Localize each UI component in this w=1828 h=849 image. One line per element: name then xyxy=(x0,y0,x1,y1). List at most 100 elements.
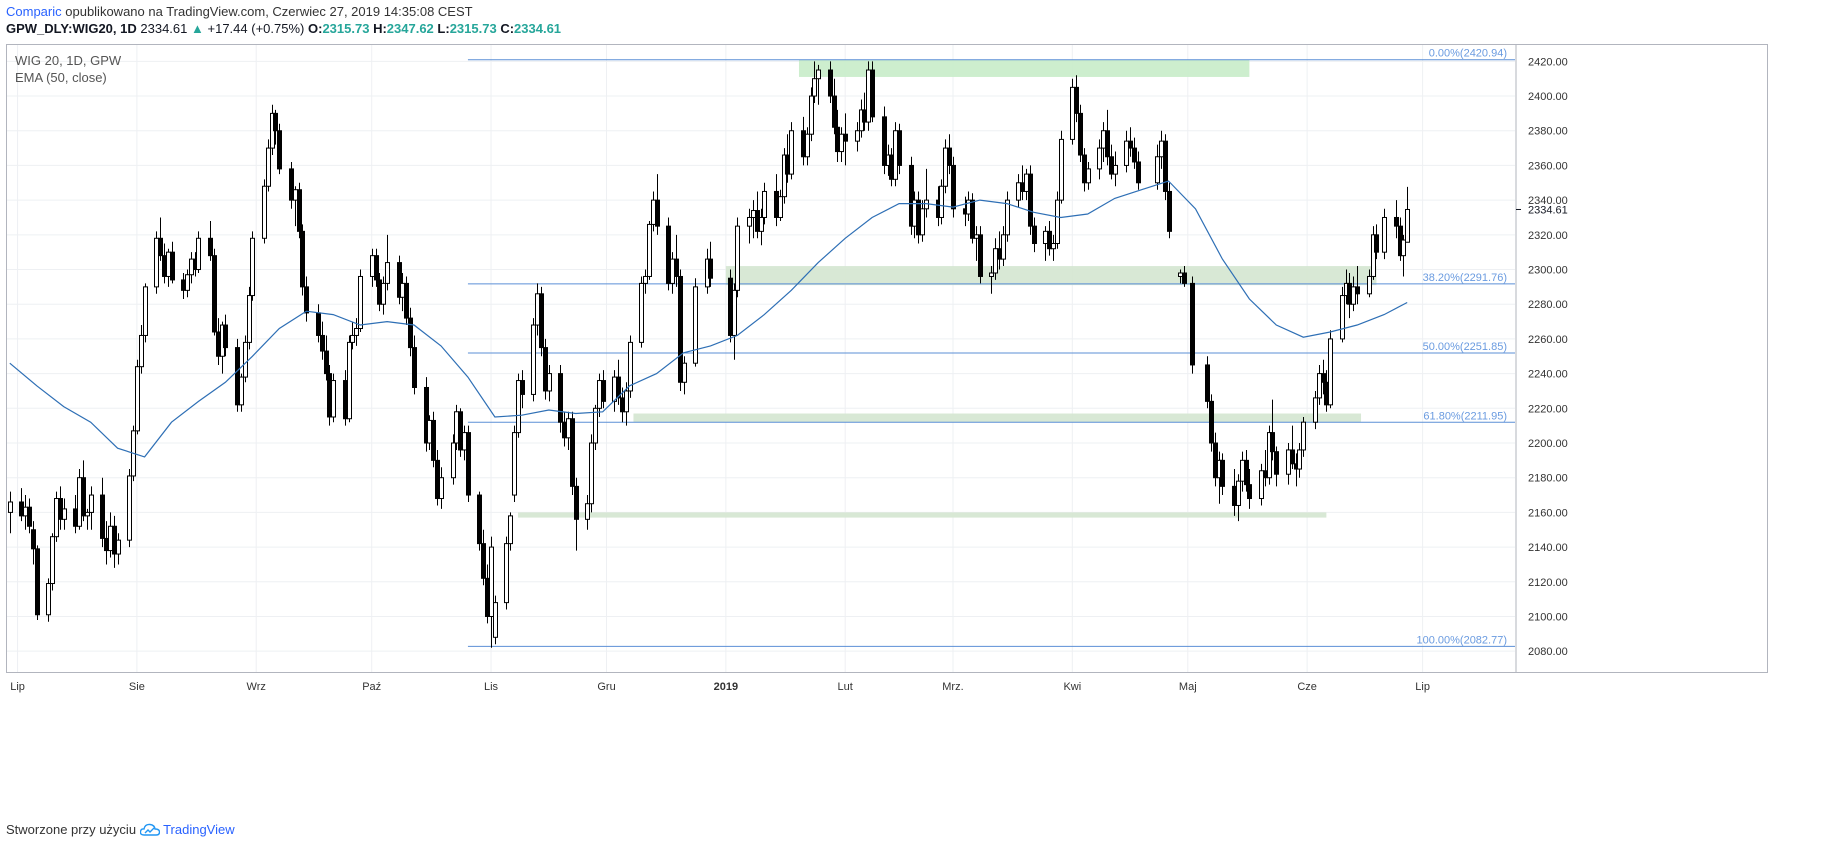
candle-body xyxy=(19,501,24,517)
candle-body xyxy=(166,251,171,277)
candle-body xyxy=(678,275,683,383)
candle-body xyxy=(1324,381,1329,406)
candle-body xyxy=(489,546,494,617)
candle xyxy=(1274,446,1279,487)
up-arrow-icon: ▲ xyxy=(191,21,204,36)
last-price: 2334.61 xyxy=(140,21,188,36)
candle-body xyxy=(655,199,660,227)
x-tick-label: Lis xyxy=(484,681,499,693)
candle-body xyxy=(208,237,213,257)
candle xyxy=(1032,217,1037,253)
candle-body xyxy=(1382,216,1387,253)
y-axis-ticks: 2080.00 2100.00 2120.00 2140.00 2160.00 2180.… xyxy=(1528,56,1568,658)
candle-body xyxy=(1024,173,1029,192)
candle-body xyxy=(108,525,113,552)
candle-body xyxy=(1028,173,1033,227)
candle xyxy=(782,148,787,204)
candle xyxy=(574,477,579,551)
candle-body xyxy=(170,251,175,281)
candle-body xyxy=(370,255,375,277)
candle-body xyxy=(547,373,552,392)
candle-body xyxy=(924,199,929,210)
candle-body xyxy=(535,293,540,326)
candle xyxy=(1259,463,1264,506)
low-label: L: xyxy=(437,21,450,36)
tradingview-brand[interactable]: TradingView xyxy=(163,822,235,837)
publish-info: opublikowano na TradingView.com, Czerwie… xyxy=(65,4,473,19)
candle xyxy=(1220,453,1225,496)
candle-body xyxy=(46,583,51,616)
candle-body xyxy=(358,275,363,330)
candle-body xyxy=(451,442,456,479)
candle xyxy=(347,335,352,423)
candle xyxy=(735,217,740,298)
candle xyxy=(1355,266,1360,305)
high-value: 2347.62 xyxy=(386,21,434,36)
candle-body xyxy=(920,208,925,236)
candle-body xyxy=(1082,154,1087,184)
candle-body xyxy=(1351,286,1356,305)
candle-body xyxy=(316,312,321,336)
candle-body xyxy=(993,248,998,274)
candle xyxy=(250,231,255,301)
candle-body xyxy=(624,390,629,413)
candle-body xyxy=(801,130,806,158)
candle-body xyxy=(1005,199,1010,236)
candle-body xyxy=(732,289,737,336)
candle xyxy=(682,356,687,395)
candle xyxy=(805,127,810,166)
candle-body xyxy=(674,258,679,277)
y-tick-label: 2080.00 xyxy=(1528,646,1568,658)
candle xyxy=(327,364,332,426)
candle xyxy=(277,123,282,175)
candle-body xyxy=(839,133,844,153)
candle xyxy=(816,64,821,105)
candle-body xyxy=(566,418,571,439)
candle-body xyxy=(462,432,467,451)
candle-body xyxy=(843,133,848,142)
candle-body xyxy=(300,230,305,288)
candle xyxy=(116,533,121,565)
candle-body xyxy=(1340,295,1345,340)
candle-body xyxy=(327,373,332,418)
candle xyxy=(404,276,409,326)
candle-body xyxy=(181,279,186,291)
high-label: H: xyxy=(373,21,387,36)
fib-label: 0.00%(2420.94) xyxy=(1429,48,1507,60)
candle-body xyxy=(354,328,359,336)
fibonacci-retracement: 0.00%(2420.94) 38.20%(2291.76) 50.00%(2251… xyxy=(467,48,1515,647)
candle-body xyxy=(250,237,255,297)
candle xyxy=(466,425,471,502)
candle-body xyxy=(778,196,783,218)
candle xyxy=(951,156,956,218)
candle-body xyxy=(216,331,221,357)
candle xyxy=(408,307,413,357)
candle-body xyxy=(889,154,894,180)
open-label: O: xyxy=(307,21,323,36)
price-chart[interactable]: 0.00%(2420.94) 38.20%(2291.76) 50.00%(2251… xyxy=(6,44,1768,828)
candle-body xyxy=(570,418,575,487)
candle xyxy=(439,467,444,509)
candle-body xyxy=(1267,432,1272,479)
candle xyxy=(1074,75,1079,123)
candle-body xyxy=(266,147,271,187)
candle xyxy=(235,338,240,412)
candle-body xyxy=(35,548,40,616)
candle-body xyxy=(1163,140,1168,192)
candle xyxy=(1136,151,1141,190)
candle xyxy=(208,220,213,261)
candle-body xyxy=(809,95,814,135)
candle-body xyxy=(239,376,244,406)
author-link[interactable]: Comparic xyxy=(6,4,62,19)
candle-body xyxy=(1297,449,1302,470)
candle xyxy=(31,521,36,565)
indicator-title[interactable]: EMA (50, close) xyxy=(15,70,107,85)
candle xyxy=(1059,130,1064,204)
chart-container[interactable]: 0.00%(2420.94) 38.20%(2291.76) 50.00%(2251… xyxy=(6,44,1768,828)
candle-body xyxy=(400,282,405,298)
candle xyxy=(62,498,67,530)
candle xyxy=(297,182,302,239)
candle-body xyxy=(466,432,471,496)
candle xyxy=(247,286,252,350)
fib-label: 38.20%(2291.76) xyxy=(1423,272,1507,284)
